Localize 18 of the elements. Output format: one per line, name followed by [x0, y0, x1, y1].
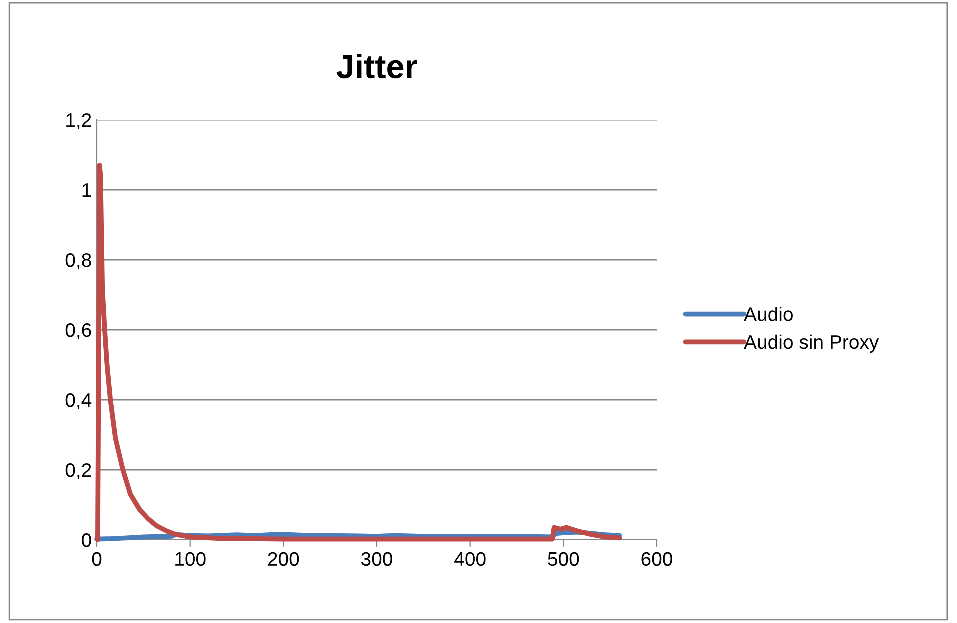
x-tick-label: 600 [642, 552, 672, 566]
y-tick-label: 0,4 [66, 393, 92, 410]
x-tick-label: 400 [454, 552, 486, 566]
y-tick-label: 1,2 [66, 113, 92, 130]
x-tick-label: 300 [362, 552, 392, 566]
legend-label: Audio [744, 307, 793, 322]
x-tick-label: 500 [548, 552, 580, 566]
chart-title: Jitter [336, 54, 418, 79]
y-tick-label: 0,6 [66, 323, 92, 340]
y-tick-label: 1 [82, 184, 92, 198]
x-tick-label: 200 [268, 552, 300, 566]
y-tick-label: 0 [82, 533, 92, 548]
x-tick-label: 100 [176, 552, 206, 566]
x-tick-label: 0 [92, 552, 102, 566]
y-tick-label: 0,8 [66, 253, 92, 270]
legend-label: Audio sin Proxy [744, 334, 880, 353]
y-tick-label: 0,2 [66, 463, 92, 480]
line-series [96, 163, 622, 542]
